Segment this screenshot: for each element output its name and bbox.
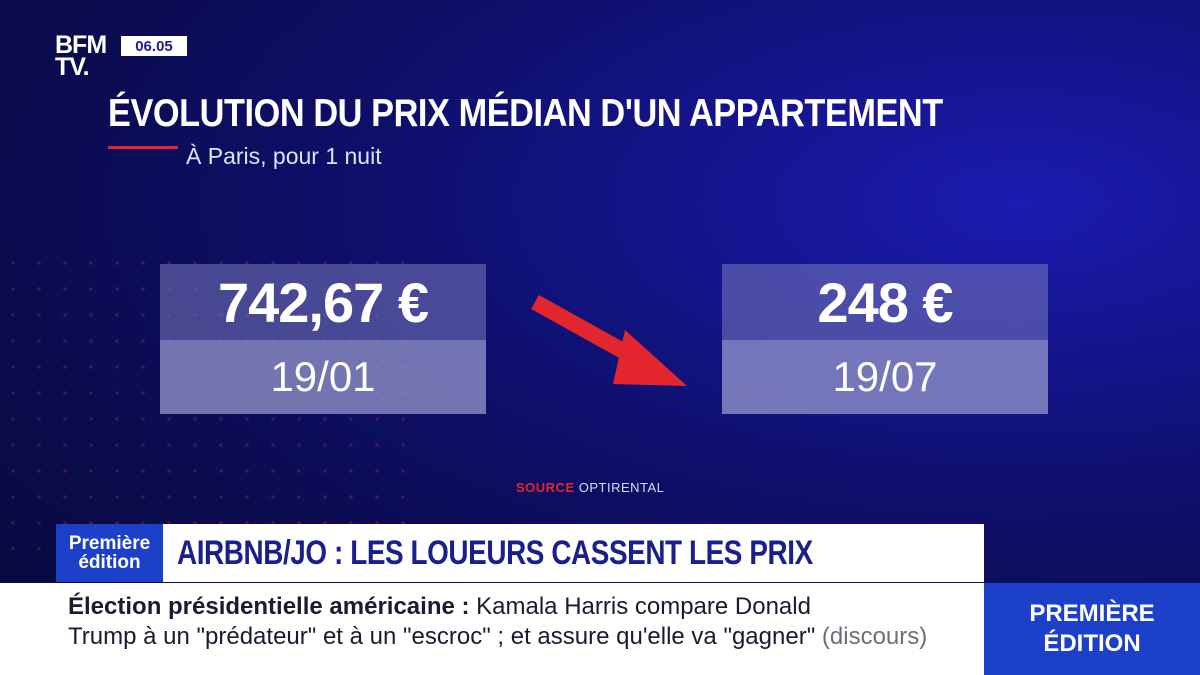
price-card-before: 742,67 € 19/01: [160, 264, 486, 414]
headline: AIRBNB/JO : LES LOUEURS CASSENT LES PRIX: [163, 524, 984, 582]
ticker-line-2: Trump à un "prédateur" et à un "escroc" …: [68, 623, 927, 651]
ticker-text-2: Trump à un "prédateur" et à un "escroc" …: [68, 623, 816, 650]
source-credit: SOURCE OPTIRENTAL: [516, 480, 664, 495]
ticker-line-1: Élection présidentielle américaine : Kam…: [68, 593, 811, 621]
decrease-arrow-icon: [531, 295, 687, 386]
show-badge-line-2: édition: [78, 552, 141, 573]
price-date-after: 19/07: [722, 340, 1048, 414]
title-accent-line: [108, 146, 178, 149]
ticker-tag: (discours): [821, 623, 928, 650]
price-date-before: 19/01: [160, 340, 486, 414]
price-card-after: 248 € 19/07: [722, 264, 1048, 414]
headline-banner: Première édition AIRBNB/JO : LES LOUEURS…: [56, 524, 984, 582]
chart-title: ÉVOLUTION DU PRIX MÉDIAN D'UN APPARTEMEN…: [108, 92, 943, 135]
price-value-before: 742,67 €: [160, 264, 486, 340]
news-ticker: Élection présidentielle américaine : Kam…: [0, 583, 984, 675]
logo-line-1: BFM: [55, 31, 107, 59]
show-badge: Première édition: [56, 524, 163, 582]
ticker-text-1: Kamala Harris compare Donald: [469, 593, 811, 620]
bfmtv-logo: BFM TV.: [55, 31, 115, 84]
program-badge: PREMIÈRE ÉDITION: [984, 583, 1200, 675]
program-badge-line-1: PREMIÈRE: [1029, 600, 1155, 627]
show-badge-line-1: Première: [68, 533, 151, 554]
source-value: OPTIRENTAL: [578, 480, 665, 495]
price-value-after: 248 €: [722, 264, 1048, 340]
source-label: SOURCE: [516, 480, 575, 495]
ticker-topic: Élection présidentielle américaine :: [68, 593, 470, 620]
chart-subtitle: À Paris, pour 1 nuit: [186, 143, 382, 169]
clock-time: 06.05: [121, 36, 187, 56]
program-badge-line-2: ÉDITION: [1043, 630, 1141, 657]
logo-line-2: TV.: [55, 53, 90, 81]
headline-text: AIRBNB/JO : LES LOUEURS CASSENT LES PRIX: [177, 533, 813, 572]
